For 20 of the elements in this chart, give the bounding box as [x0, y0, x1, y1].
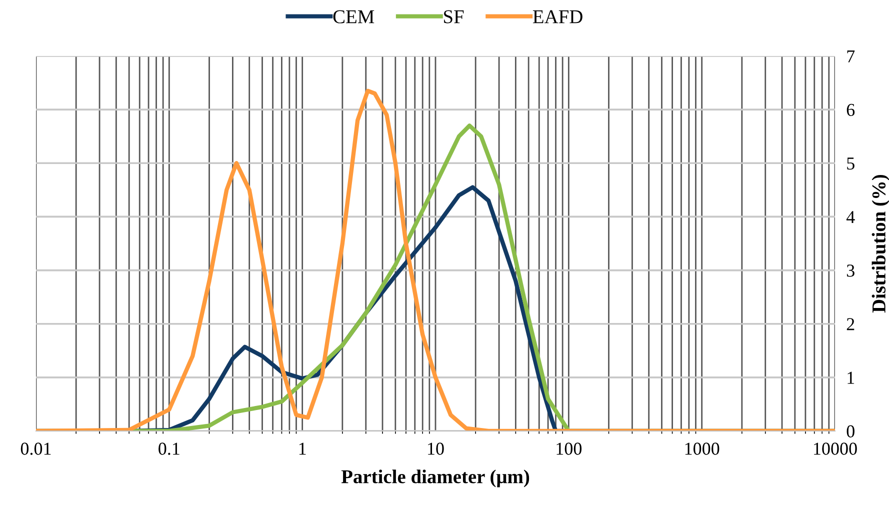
legend-label: EAFD — [532, 10, 582, 24]
x-tick-label: 0.01 — [20, 442, 51, 455]
x-tick-label: 10 — [428, 442, 444, 455]
x-tick-label: 10000 — [814, 442, 857, 455]
legend-label: CEM — [333, 10, 374, 24]
y-tick-label: 1 — [848, 372, 854, 384]
y-tick-label: 3 — [846, 264, 854, 277]
x-tick-label: 1 — [299, 442, 306, 455]
y-tick-label: 5 — [847, 158, 854, 170]
x-tick-label: 1000 — [685, 442, 720, 455]
x-tick-label: 100 — [556, 442, 582, 455]
y-tick-label: 7 — [847, 50, 855, 62]
y-tick-label: 6 — [846, 104, 855, 116]
y-tick-label: 4 — [846, 211, 855, 223]
y-tick-label: 0 — [846, 425, 854, 438]
y-tick-label: 2 — [846, 318, 854, 330]
legend-label: SF — [444, 10, 464, 24]
x-axis-title: Particle diameter (μm) — [341, 470, 530, 488]
x-tick-label: 0.1 — [158, 442, 180, 455]
y-axis-title: Distribution (%) — [872, 174, 889, 313]
